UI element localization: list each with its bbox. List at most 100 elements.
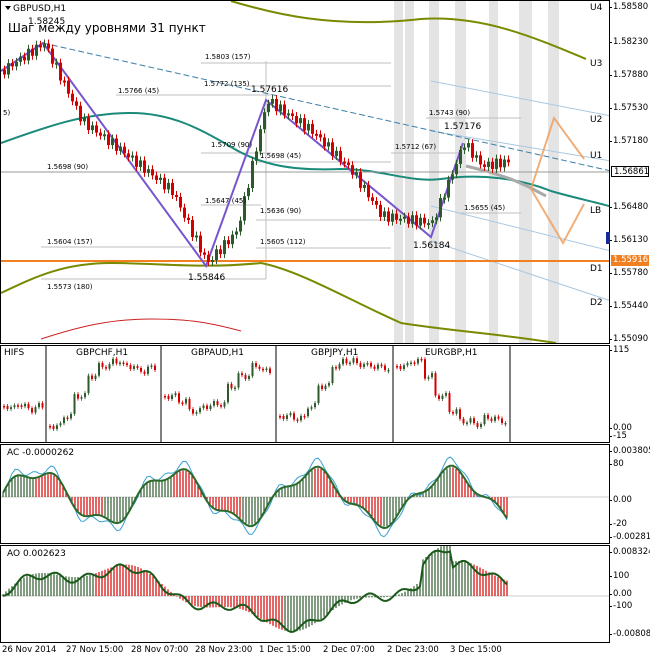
mini-candle-body — [63, 417, 65, 424]
ac-tick: 0.00 — [609, 495, 632, 505]
candle-body — [35, 44, 38, 56]
mini-candle-body — [345, 358, 348, 364]
mini-candle-body — [188, 398, 191, 410]
mini-candle-body — [230, 383, 233, 389]
candle-body — [59, 62, 62, 81]
fib-label: 1.5766 (45) — [118, 87, 160, 95]
mini-candle-body — [94, 375, 97, 379]
fib-label: 1.5604 (157) — [47, 238, 93, 246]
mini-candle-body — [262, 368, 264, 371]
candle-body — [475, 155, 478, 158]
main-price-pane[interactable]: GBPUSD,H1 Шаг между уровнями 31 пункт 1.… — [0, 0, 610, 344]
candle-body — [387, 211, 390, 222]
fib-label: 1.5655 (45) — [464, 204, 506, 212]
candle-body — [231, 234, 234, 245]
correlation-title: HIFS — [4, 348, 25, 358]
swing-label: 1.56184 — [413, 241, 451, 251]
ac-histogram — [2, 467, 508, 527]
candle-body — [351, 165, 354, 175]
mini-candle-body — [413, 362, 416, 364]
ac-tick: -20 — [609, 519, 627, 529]
mini-candle-body — [466, 422, 468, 425]
mini-candle-body — [195, 412, 198, 414]
candle-body — [171, 182, 174, 196]
ac-indicator-pane[interactable]: AC -0.0000262 — [0, 444, 610, 544]
candle-body — [27, 48, 30, 61]
ac-signal-line — [2, 456, 508, 538]
ao-tick: 0.008324 — [609, 547, 650, 557]
candle-body — [419, 217, 422, 226]
mini-candle-body — [417, 358, 419, 364]
ao-tick: 0.00 — [609, 589, 632, 599]
fib-label: 1.5636 (90) — [260, 207, 302, 215]
mini-candle-body — [445, 393, 447, 396]
ao-indicator-pane[interactable]: AO 0.002623 — [0, 545, 610, 643]
mini-candle-body — [473, 418, 475, 424]
correlation-pane[interactable]: HIFS GBPCHF,H1 GBPAUD,H1 GBPJPY,H1 EURGB… — [0, 345, 610, 443]
mini-candle-body — [487, 415, 489, 419]
candle-body — [267, 103, 270, 113]
mini-candle-body — [296, 419, 299, 421]
price-tick: 1.55090 — [608, 334, 649, 344]
candle-body — [371, 197, 374, 201]
swing-label-high: 1.58245 — [28, 17, 66, 27]
candle-body — [115, 138, 118, 151]
mini-candle-body — [220, 405, 222, 407]
mini-candle-body — [150, 365, 153, 368]
candle-body — [235, 231, 238, 235]
candle-body — [299, 118, 302, 124]
candle-body — [67, 80, 70, 94]
candle-body — [403, 216, 406, 219]
candle-body — [199, 235, 202, 253]
mini-candle-body — [84, 393, 86, 398]
blue-marker — [606, 232, 610, 244]
price-tick: 1.56480 — [608, 202, 649, 212]
mini-candle-body — [73, 394, 76, 414]
candle-body — [459, 149, 462, 164]
candle-body — [87, 117, 90, 131]
candle-body — [395, 213, 398, 220]
candle-body — [107, 134, 110, 146]
mini-candle-body — [255, 363, 257, 367]
level-label-d1: D1 — [590, 264, 603, 274]
candle-body — [275, 98, 278, 112]
mini-candle-body — [314, 403, 316, 408]
price-tick: 1.57180 — [608, 136, 649, 146]
ac-axis: 0.003805 80 0.00 -20 -0.002811 — [609, 444, 650, 544]
ac-title: AC -0.0000262 — [7, 448, 75, 458]
mini-candle-body — [396, 366, 398, 368]
mini-candle-body — [244, 375, 247, 379]
mini-candle-body — [352, 358, 355, 363]
candle-body — [399, 218, 402, 221]
mini-candle-body — [20, 405, 23, 407]
mini-candle-body — [98, 363, 100, 376]
symbol-dropdown-icon[interactable] — [5, 6, 11, 10]
mini-candle-body — [31, 408, 33, 413]
candle-body — [315, 133, 318, 136]
mini-candle-body — [286, 415, 288, 419]
forecast-orange-down — [530, 188, 585, 246]
mini-candle-body — [483, 415, 486, 425]
level-label-lb: LB — [590, 206, 602, 216]
time-label: 2 Dec 07:00 — [323, 645, 375, 655]
mini-candle-body — [328, 383, 330, 386]
forecast-orange-up — [530, 115, 585, 190]
mini-candle-body — [359, 363, 362, 367]
mini-candle-body — [115, 358, 118, 364]
candle-body — [291, 113, 294, 116]
candle-body — [327, 142, 330, 147]
candle-body — [363, 185, 366, 188]
forecast-gray-line — [465, 164, 547, 198]
level-label-u1: U1 — [590, 151, 603, 161]
channel-line — [430, 240, 609, 301]
mini-candle-body — [377, 364, 379, 369]
candle-body — [355, 172, 358, 175]
candle-body — [183, 207, 186, 218]
candle-body — [203, 252, 206, 255]
candle-body — [283, 104, 286, 115]
candle-body — [75, 101, 78, 106]
candle-body — [335, 150, 338, 156]
current-price-tag: 1.56861 — [611, 166, 649, 177]
ao-title: AO 0.002623 — [7, 549, 66, 559]
mini-candle-body — [476, 423, 479, 427]
